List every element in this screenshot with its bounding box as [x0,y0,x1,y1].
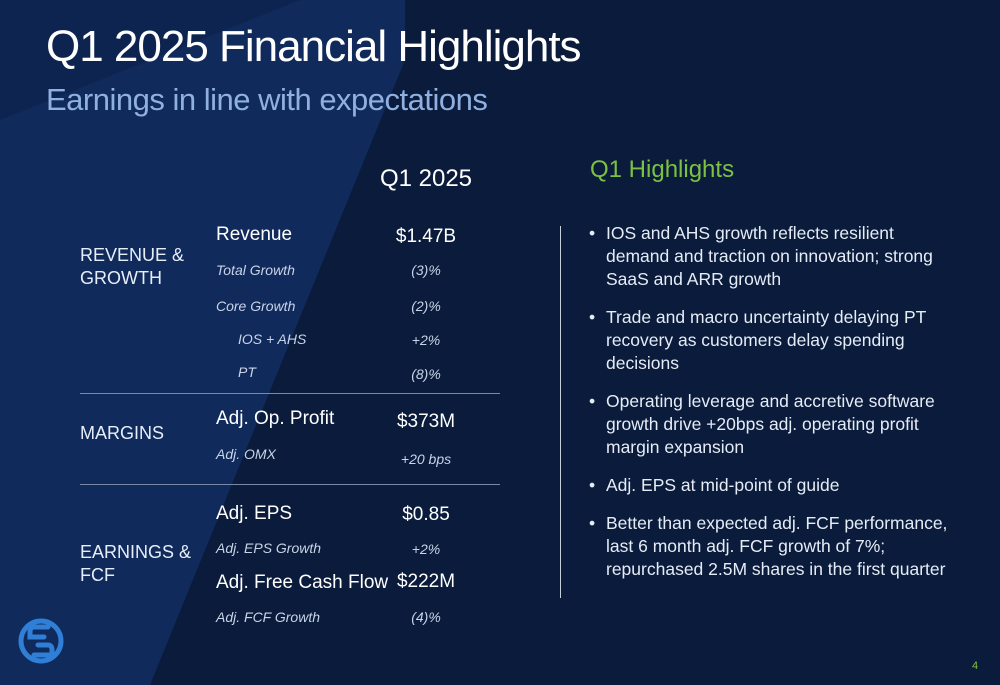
highlights-heading: Q1 Highlights [590,156,735,183]
metric-label-revenue: Revenue [216,224,293,245]
section-divider [80,484,500,485]
highlight-text: Operating leverage and accretive softwar… [606,391,935,457]
sub-label-ios-ahs: IOS + AHS [238,331,307,347]
highlight-item: • Better than expected adj. FCF performan… [589,512,949,581]
metric-label-adj-op-profit: Adj. Op. Profit [216,408,335,429]
metric-value-adj-op-profit: $373M [396,411,456,432]
sub-label-adj-omx: Adj. OMX [216,446,276,462]
metric-value-revenue: $1.47B [395,226,457,247]
sub-value-adj-omx: +20 bps [400,451,452,467]
page-number: 4 [972,660,979,672]
highlight-item: • Trade and macro uncertainty delaying PT… [589,306,949,375]
column-divider [560,226,561,598]
sub-value-total-growth: (3)% [411,262,441,278]
page-subtitle: Earnings in line with expectations [46,82,488,117]
sub-label-total-growth: Total Growth [216,262,295,278]
sub-label-pt: PT [238,364,256,380]
bullet-dot: • [589,223,596,243]
sub-value-adj-fcf-growth: (4)% [411,609,441,625]
highlights-list: • IOS and AHS growth reflects resilient d… [589,222,949,596]
company-logo-icon [18,618,64,664]
metric-label-adj-eps: Adj. EPS [216,503,293,524]
highlight-item: • IOS and AHS growth reflects resilient d… [589,222,949,291]
bullet-dot: • [589,475,596,495]
table-column-header: Q1 2025 [379,165,473,192]
metric-value-adj-fcf: $222M [396,571,456,592]
highlight-item: • Operating leverage and accretive softwa… [589,390,949,459]
highlight-text: Better than expected adj. FCF performanc… [606,513,948,579]
sub-value-core-growth: (2)% [411,298,441,314]
bullet-dot: • [589,307,596,327]
section-divider [80,393,500,394]
sub-label-adj-eps-growth: Adj. EPS Growth [216,540,322,556]
page-title: Q1 2025 Financial Highlights [46,22,582,71]
category-earnings-fcf: EARNINGS & FCF [80,542,192,585]
sub-value-ios-ahs: +2% [411,332,441,348]
highlight-text: Adj. EPS at mid-point of guide [606,475,840,495]
sub-value-pt: (8)% [411,366,441,382]
highlight-text: IOS and AHS growth reflects resilient de… [606,223,933,289]
bullet-dot: • [589,391,596,411]
category-margins: MARGINS [80,423,165,443]
category-revenue-growth: REVENUE & GROWTH [80,245,185,288]
metric-label-adj-fcf: Adj. Free Cash Flow [216,572,389,593]
sub-value-adj-eps-growth: +2% [411,541,441,557]
bullet-dot: • [589,513,596,533]
highlight-item: • Adj. EPS at mid-point of guide [589,474,949,497]
sub-label-core-growth: Core Growth [216,298,296,314]
highlight-text: Trade and macro uncertainty delaying PT … [606,307,927,373]
sub-label-adj-fcf-growth: Adj. FCF Growth [216,609,320,625]
metric-value-adj-eps: $0.85 [402,504,450,525]
